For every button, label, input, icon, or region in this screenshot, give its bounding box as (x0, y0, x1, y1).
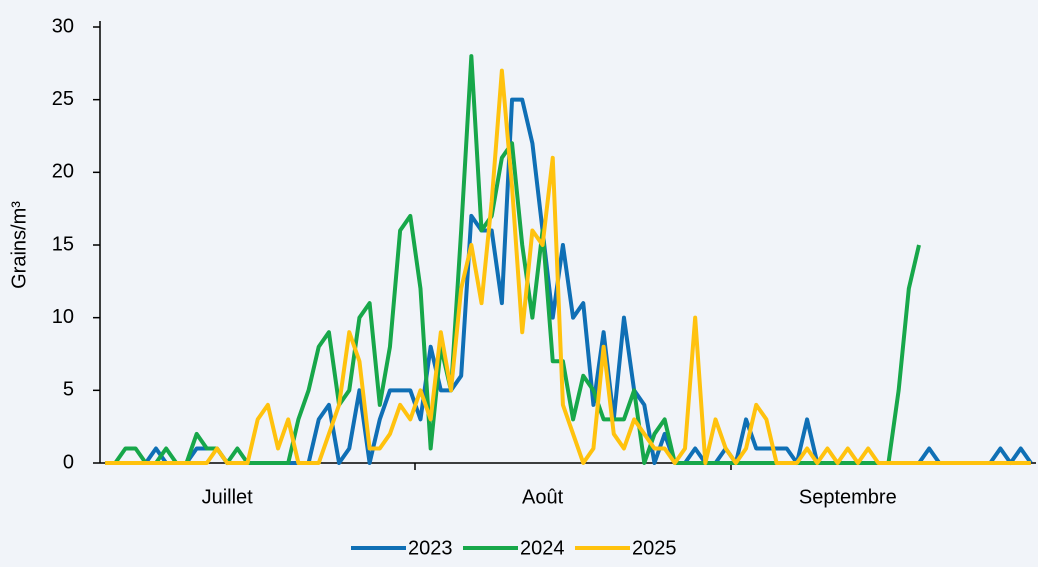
legend-label: 2023 (408, 537, 453, 559)
y-axis-label: Grains/m³ (8, 201, 30, 289)
legend-label: 2025 (632, 537, 677, 559)
data-line (105, 68, 1031, 465)
data-line (105, 97, 1033, 465)
y-tick-label: 25 (52, 88, 74, 110)
legend-label: 2024 (520, 537, 565, 559)
y-tick-label: 20 (52, 161, 74, 183)
y-tick-label: 10 (52, 306, 74, 328)
y-tick-label: 5 (63, 379, 74, 401)
y-tick-label: 30 (52, 15, 74, 37)
x-tick-label: Août (522, 486, 564, 508)
y-tick-label: 15 (52, 233, 74, 255)
x-tick-label: Juillet (202, 486, 254, 508)
x-tick-label: Septembre (799, 486, 897, 508)
y-tick-label: 0 (63, 451, 74, 473)
